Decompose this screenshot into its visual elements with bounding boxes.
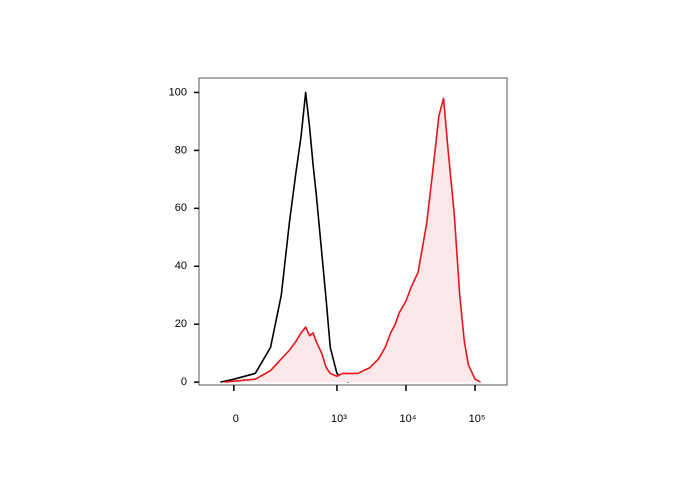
- y-tick-label: 40: [175, 260, 187, 272]
- y-tick-label: 100: [169, 86, 187, 98]
- y-tick-label: 20: [175, 318, 187, 330]
- y-tick-label: 80: [175, 144, 187, 156]
- histogram-line: [224, 97, 481, 383]
- x-tick-label: 10⁵: [469, 413, 486, 425]
- plot-frame: [198, 77, 508, 386]
- x-tick-label: 0: [233, 413, 239, 425]
- x-tick-label: 10⁴: [399, 413, 416, 425]
- histogram-line: [220, 91, 350, 383]
- y-tick-label: 60: [175, 202, 187, 214]
- histogram-area: [224, 98, 481, 383]
- x-tick-label: 10³: [331, 413, 347, 425]
- y-tick-label: 0: [181, 376, 187, 388]
